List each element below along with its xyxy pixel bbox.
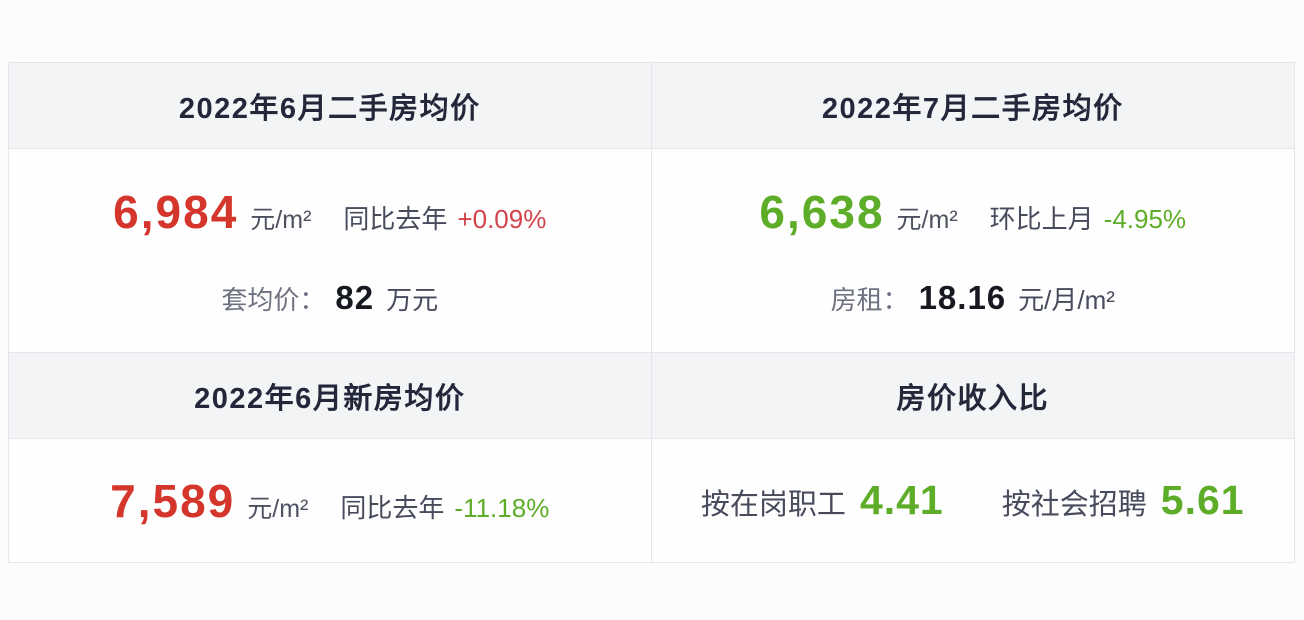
ratio-line: 按在岗职工 4.41 按社会招聘 5.61: [701, 477, 1245, 524]
yoy-label: 同比去年: [343, 203, 448, 234]
avg-total-price-label: 套均价：: [221, 284, 326, 315]
yoy-change-value: +0.09%: [457, 203, 547, 234]
yoy-label: 同比去年: [340, 492, 445, 523]
ratio-social-label: 按社会招聘: [1001, 489, 1147, 521]
header-june-newhome-price: 2022年6月新房均价: [9, 353, 652, 439]
body-july-secondhand-price: 6,638 元/m² 环比上月 -4.95% 房租： 18.16 元/月/m²: [651, 149, 1294, 353]
price-value: 7,589: [110, 474, 236, 527]
card-title: 2022年6月二手房均价: [178, 92, 481, 125]
price-unit: 元/m²: [247, 494, 309, 523]
header-price-income-ratio: 房价收入比: [651, 353, 1294, 439]
mom-change-value: -4.95%: [1103, 203, 1187, 234]
body-price-income-ratio: 按在岗职工 4.41 按社会招聘 5.61: [652, 439, 1295, 562]
body-june-secondhand-price: 6,984 元/m² 同比去年 +0.09% 套均价： 82 万元: [9, 149, 652, 353]
rent-line: 房租： 18.16 元/月/m²: [831, 279, 1115, 317]
rent-unit: 元/月/m²: [1018, 284, 1115, 315]
price-unit: 元/m²: [896, 205, 958, 234]
price-unit: 元/m²: [250, 205, 312, 234]
ratio-employees-value: 4.41: [859, 477, 944, 523]
price-line: 7,589 元/m² 同比去年 -11.18%: [110, 474, 549, 528]
card-title: 2022年7月二手房均价: [821, 92, 1124, 125]
header-june-secondhand-price: 2022年6月二手房均价: [9, 63, 652, 149]
avg-total-price-value: 82: [335, 278, 375, 316]
ratio-social-value: 5.61: [1160, 477, 1245, 523]
card-title: 2022年6月新房均价: [194, 382, 466, 415]
price-line: 6,984 元/m² 同比去年 +0.09%: [113, 185, 546, 239]
ratio-employees-label: 按在岗职工: [700, 489, 846, 521]
yoy-change-value: -11.18%: [454, 492, 550, 523]
rent-label: 房租：: [830, 284, 909, 315]
body-june-newhome-price: 7,589 元/m² 同比去年 -11.18%: [9, 439, 652, 562]
price-value: 6,638: [759, 185, 885, 238]
price-value: 6,984: [113, 185, 239, 238]
card-title: 房价收入比: [896, 382, 1049, 415]
avg-total-price-line: 套均价： 82 万元: [221, 279, 438, 317]
price-line: 6,638 元/m² 环比上月 -4.95%: [759, 185, 1186, 239]
rent-value: 18.16: [918, 278, 1007, 316]
housing-stats-board: 2022年6月二手房均价 2022年7月二手房均价 6,984 元/m² 同比去…: [8, 62, 1295, 563]
avg-total-price-unit: 万元: [386, 284, 439, 315]
header-july-secondhand-price: 2022年7月二手房均价: [651, 63, 1294, 149]
mom-label: 环比上月: [989, 203, 1094, 234]
